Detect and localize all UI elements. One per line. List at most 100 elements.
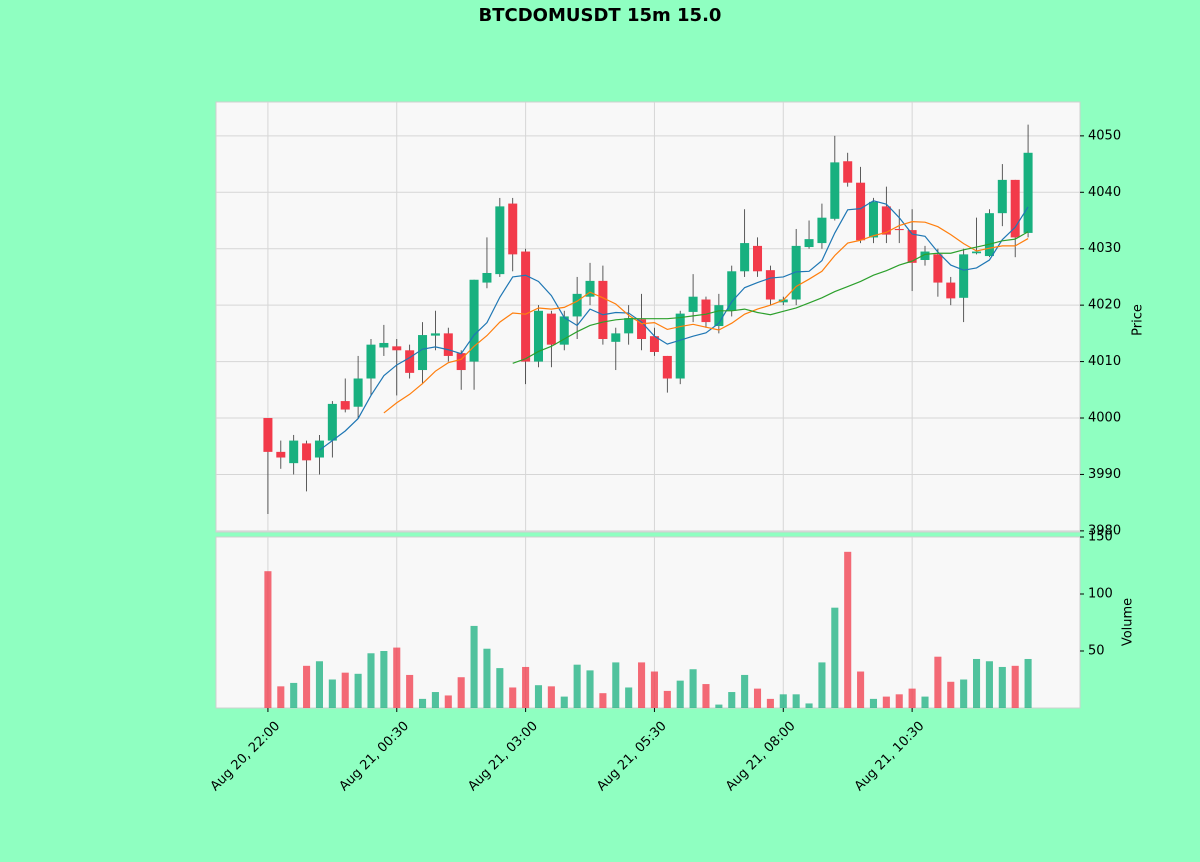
volume-bar <box>483 648 491 708</box>
volume-bar <box>341 672 349 708</box>
volume-bar <box>457 677 465 708</box>
candle-body <box>856 182 866 241</box>
candle-body <box>920 251 930 261</box>
candle-body <box>495 206 505 275</box>
volume-bar <box>869 698 878 708</box>
candle-body <box>649 336 659 352</box>
volume-bar <box>406 674 414 708</box>
candle-body <box>430 333 440 336</box>
price-axis-label: Price <box>1131 304 1146 336</box>
price-panel <box>215 101 1081 533</box>
volume-bar <box>393 647 401 708</box>
candle-body <box>959 254 969 298</box>
candle-body <box>933 254 943 283</box>
volume-bar <box>960 679 968 708</box>
y-tick-label: 4040 <box>1088 185 1121 200</box>
volume-bar <box>315 661 324 708</box>
volume-bar <box>908 688 916 708</box>
candle-body <box>392 346 402 351</box>
volume-bar <box>354 673 362 708</box>
volume-bar <box>431 692 439 708</box>
candle-body <box>546 313 556 345</box>
volume-bar <box>689 669 697 708</box>
candle-body <box>289 440 299 464</box>
candle-body <box>946 282 956 299</box>
candle-body <box>727 271 737 311</box>
candle-body <box>353 378 363 407</box>
volume-bar <box>599 693 607 708</box>
volume-bar <box>547 686 555 708</box>
volume-bar <box>779 694 787 708</box>
y-tick-label: 4010 <box>1088 354 1121 369</box>
volume-bar <box>573 664 581 708</box>
candle-body <box>791 245 801 300</box>
volume-bar <box>586 670 594 708</box>
volume-bar <box>728 692 736 708</box>
candle-body <box>263 418 273 452</box>
volume-bar <box>509 687 517 708</box>
volume-bar <box>650 671 658 708</box>
volume-bar <box>844 551 852 708</box>
y-tick-label: 4020 <box>1088 298 1121 313</box>
candle-body <box>817 217 827 244</box>
volume-bar <box>264 571 272 708</box>
y-tick-label: 100 <box>1088 587 1113 602</box>
candle-body <box>830 162 840 219</box>
volume-bar <box>418 698 427 708</box>
candle-body <box>701 299 711 323</box>
volume-bar <box>328 679 336 708</box>
x-tick-label: Aug 21, 08:00 <box>723 719 799 795</box>
candle-body <box>327 403 337 441</box>
candle-body <box>508 203 518 255</box>
volume-bar <box>753 688 762 708</box>
volume-bar <box>625 687 633 708</box>
volume-bar <box>663 690 671 708</box>
candle-body <box>868 201 878 238</box>
candle-body <box>469 279 479 362</box>
candle-body <box>714 305 724 327</box>
chart-title: BTCDOMUSDT 15m 15.0 <box>479 5 722 26</box>
volume-bar <box>766 698 774 708</box>
moving-average-line <box>512 231 1029 364</box>
candle-body <box>598 280 608 340</box>
volume-bar <box>303 665 311 708</box>
volume-bar <box>560 696 568 708</box>
candle-body <box>972 251 982 254</box>
candle-body <box>559 316 569 345</box>
volume-bar <box>947 681 955 708</box>
candle-body <box>443 333 453 356</box>
candle-body <box>637 319 647 340</box>
candle-body <box>418 335 428 371</box>
volume-bar <box>444 695 452 708</box>
candle-body <box>572 293 582 317</box>
candle-body <box>521 251 531 362</box>
volume-bar <box>612 662 620 708</box>
y-tick-label: 4050 <box>1088 128 1121 143</box>
volume-bar <box>702 684 710 708</box>
volume-bar <box>805 703 813 708</box>
volume-bar <box>985 661 993 708</box>
volume-bar <box>895 694 903 708</box>
volume-bar <box>818 662 826 708</box>
volume-bar <box>792 694 800 708</box>
candle-body <box>405 350 415 373</box>
volume-bar <box>934 656 942 708</box>
candle-body <box>881 206 891 235</box>
volume-bar <box>380 651 388 708</box>
volume-bar <box>831 607 839 708</box>
candle-body <box>1023 152 1033 233</box>
volume-bar <box>496 668 504 708</box>
candle-body <box>302 443 312 461</box>
candle-body <box>907 230 917 263</box>
volume-bar <box>715 704 723 708</box>
volume-bar <box>998 666 1006 708</box>
candle-body <box>984 213 994 257</box>
volume-bar <box>882 696 890 708</box>
candle-body <box>1010 179 1020 238</box>
candle-body <box>379 342 389 348</box>
volume-bar <box>290 682 298 708</box>
candle-body <box>366 344 376 379</box>
candle-body <box>778 299 788 303</box>
candle-body <box>997 179 1007 214</box>
